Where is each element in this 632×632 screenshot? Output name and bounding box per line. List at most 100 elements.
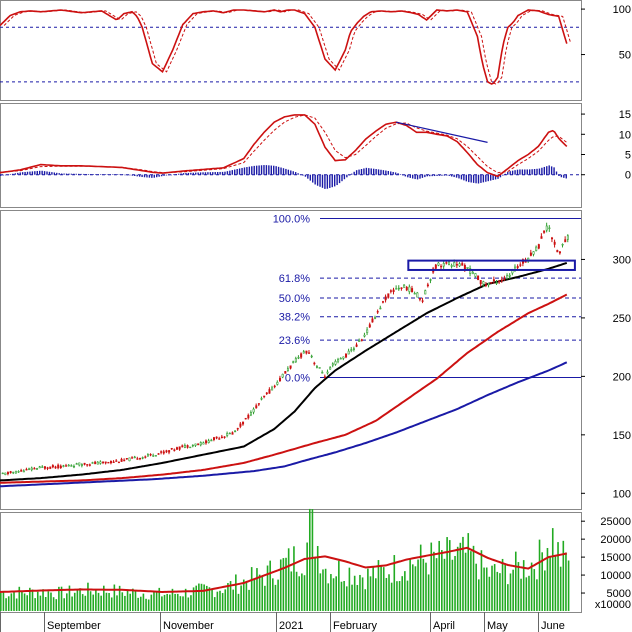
- price-candle-body: [469, 268, 472, 274]
- volume-bar: [227, 583, 229, 611]
- macd-histogram-bar: [165, 174, 168, 176]
- volume-bar: [245, 582, 248, 611]
- volume-bar: [89, 591, 92, 611]
- macd-histogram-bar: [331, 174, 333, 188]
- price-candle-body: [181, 445, 184, 448]
- price-candle-body: [495, 282, 498, 284]
- date-axis-label: February: [333, 620, 378, 632]
- volume-bar: [404, 571, 406, 611]
- macd-histogram-bar: [207, 172, 209, 175]
- price-candle-body: [310, 355, 313, 358]
- macd-histogram-bar: [443, 174, 446, 176]
- macd-histogram-bar: [431, 174, 433, 177]
- volume-bar: [158, 587, 161, 611]
- macd-histogram-bar: [377, 169, 380, 175]
- price-candle-body: [268, 389, 271, 394]
- macd-histogram-bar: [482, 174, 485, 183]
- macd-histogram-bar: [104, 174, 107, 175]
- macd-histogram-bar: [195, 172, 197, 175]
- price-candle-body: [86, 464, 89, 466]
- price-candle-body: [279, 377, 282, 382]
- macd-histogram-bar: [372, 168, 375, 175]
- macd-histogram-bar: [550, 166, 553, 175]
- volume-bar: [353, 575, 356, 611]
- volume-bar: [435, 558, 438, 611]
- macd-histogram-bar: [502, 174, 504, 176]
- volume-bar: [139, 596, 142, 611]
- macd-histogram-bar: [14, 173, 17, 175]
- price-candle-body: [276, 382, 279, 385]
- volume-bar: [171, 588, 174, 611]
- volume-bar: [314, 558, 316, 611]
- macd-histogram-bar: [19, 172, 21, 175]
- volume-bar: [565, 552, 567, 611]
- volume-bar: [269, 560, 271, 611]
- macd-histogram-bar: [112, 174, 114, 175]
- macd-histogram-bar: [458, 174, 460, 179]
- volume-bar: [340, 581, 343, 611]
- macd-histogram-bar: [453, 174, 455, 178]
- volume-bar: [39, 595, 42, 611]
- volume-bar: [258, 574, 261, 611]
- price-candle-body: [236, 427, 239, 430]
- volume-bar: [76, 590, 79, 611]
- macd-ytick-label: 10: [619, 129, 631, 141]
- macd-histogram-bar: [294, 172, 297, 175]
- volume-bar: [68, 585, 71, 611]
- price-candle-body: [450, 265, 453, 267]
- volume-bar: [240, 585, 242, 611]
- macd-histogram-bar: [158, 174, 160, 177]
- price-candle-body: [321, 372, 324, 374]
- price-candle-body: [271, 387, 274, 391]
- panel-frame-macd: [0, 103, 582, 208]
- macd-histogram-bar: [355, 170, 358, 175]
- macd-histogram-bar: [141, 174, 143, 178]
- macd-histogram-bar: [541, 167, 543, 175]
- macd-histogram-bar: [187, 172, 190, 175]
- price-candle-body: [498, 280, 501, 283]
- volume-bar: [549, 555, 551, 611]
- macd-histogram-bar: [426, 174, 429, 177]
- volume-bar: [517, 562, 520, 611]
- volume-bar: [23, 593, 26, 611]
- macd-histogram-bar: [268, 165, 270, 175]
- macd-histogram-bar: [277, 166, 280, 175]
- macd-histogram-bar: [134, 174, 136, 177]
- price-candle-body: [57, 464, 60, 469]
- volume-bar: [541, 552, 543, 611]
- macd-histogram-bar: [73, 173, 75, 175]
- macd-histogram-bar: [17, 172, 19, 175]
- price-candle-body: [239, 423, 242, 427]
- macd-histogram-bar: [146, 174, 148, 178]
- macd-histogram-bar: [53, 172, 56, 175]
- macd-histogram-bar: [487, 174, 489, 182]
- volume-bar: [26, 595, 29, 611]
- volume-bar: [200, 583, 203, 611]
- price-candle-body: [75, 463, 78, 465]
- macd-histogram-bar: [117, 174, 119, 175]
- macd-histogram-bar: [121, 174, 124, 175]
- volume-bar: [42, 589, 44, 611]
- macd-histogram-bar: [329, 174, 331, 188]
- volume-bar: [242, 579, 245, 611]
- price-candle-body: [458, 263, 461, 267]
- price-candle-body: [218, 438, 221, 440]
- volume-bar: [277, 579, 279, 611]
- price-candle-body: [46, 467, 49, 469]
- price-candle-body: [387, 293, 390, 298]
- price-candle-body: [260, 398, 263, 400]
- macd-histogram-bar: [407, 174, 409, 178]
- price-candle-body: [144, 456, 147, 458]
- volume-bar: [443, 558, 446, 611]
- volume-bar: [470, 551, 472, 611]
- volume-bar: [102, 585, 105, 611]
- price-candle-body: [519, 264, 522, 266]
- macd-histogram-bar: [251, 166, 253, 175]
- price-candle-body: [131, 457, 134, 459]
- macd-histogram-bar: [297, 173, 299, 175]
- price-candle-body: [503, 277, 506, 280]
- macd-histogram-bar: [168, 174, 170, 176]
- macd-histogram-bar: [163, 174, 165, 176]
- volume-bar: [372, 567, 374, 611]
- volume-bar: [488, 576, 491, 611]
